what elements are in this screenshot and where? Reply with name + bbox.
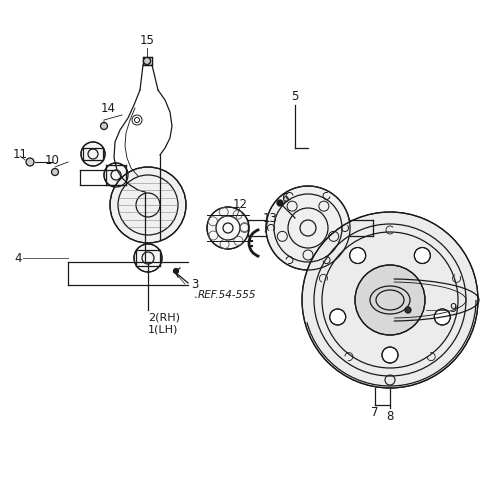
Text: 2(RH): 2(RH): [148, 313, 180, 323]
Circle shape: [173, 269, 179, 274]
Text: 8: 8: [386, 409, 394, 422]
Circle shape: [434, 309, 450, 325]
Circle shape: [266, 186, 350, 270]
Text: 1(LH): 1(LH): [148, 325, 179, 335]
Text: 10: 10: [45, 154, 60, 166]
Circle shape: [144, 57, 151, 65]
Text: 6: 6: [281, 192, 289, 205]
Circle shape: [405, 307, 411, 313]
Text: 7: 7: [371, 407, 379, 419]
Text: 13: 13: [263, 212, 277, 224]
Circle shape: [302, 212, 478, 388]
Text: 15: 15: [140, 33, 155, 46]
Circle shape: [382, 347, 398, 363]
Text: 9: 9: [449, 301, 457, 314]
Circle shape: [110, 167, 186, 243]
Text: 3: 3: [192, 279, 199, 291]
Circle shape: [414, 247, 431, 264]
Text: 5: 5: [291, 91, 299, 103]
Circle shape: [100, 122, 108, 130]
Text: 12: 12: [232, 199, 248, 212]
Circle shape: [355, 265, 425, 335]
Circle shape: [207, 207, 249, 249]
Polygon shape: [143, 57, 152, 65]
Text: 14: 14: [100, 101, 116, 114]
Circle shape: [330, 309, 346, 325]
Text: REF.54-555: REF.54-555: [198, 290, 256, 300]
Circle shape: [81, 142, 105, 166]
Circle shape: [134, 244, 162, 272]
Circle shape: [51, 168, 59, 175]
Circle shape: [277, 200, 283, 206]
Circle shape: [104, 163, 128, 187]
Text: 11: 11: [12, 148, 27, 160]
Circle shape: [349, 247, 366, 264]
Text: 4: 4: [14, 251, 22, 265]
Circle shape: [26, 158, 34, 166]
